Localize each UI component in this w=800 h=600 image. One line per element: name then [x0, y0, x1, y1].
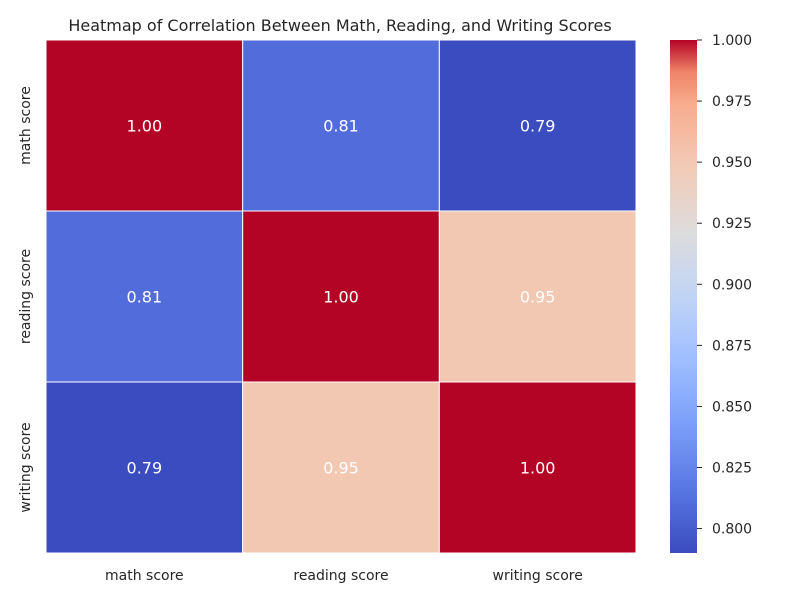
cell-value-label: 0.79: [520, 117, 556, 136]
chart-title: Heatmap of Correlation Between Math, Rea…: [68, 16, 611, 35]
colorbar-tick-label: 0.825: [712, 461, 752, 477]
x-tick-label: reading score: [293, 568, 388, 584]
x-axis-labels: math score reading score writing score: [105, 568, 583, 584]
heatmap-cell: [45, 210, 244, 383]
colorbar-tick-label: 0.925: [712, 216, 752, 232]
colorbar-tick-label: 0.875: [712, 338, 752, 354]
heatmap-cells: 1.00 0.81 0.79 0.81 1.00 0.95 0.79 0.95 1.00: [45, 39, 637, 554]
x-tick-label: math score: [105, 568, 184, 584]
heatmap-cell: [45, 381, 244, 554]
colorbar-tick-label: 0.900: [712, 277, 752, 293]
heatmap-cell: [242, 210, 440, 383]
heatmap-cell: [438, 381, 637, 554]
x-tick-label: writing score: [493, 568, 583, 584]
colorbar-ticks: 0.800 0.825 0.850 0.875 0.900 0.925 0.950 0.975…: [697, 33, 752, 538]
y-tick-label: reading score: [18, 249, 34, 344]
y-tick-label: math score: [18, 86, 34, 165]
y-axis-labels: math score reading score writing score: [18, 86, 34, 512]
cell-value-label: 0.79: [127, 459, 163, 478]
heatmap-cell: [438, 210, 637, 383]
heatmap-cell: [242, 39, 440, 212]
colorbar-tick-label: 0.975: [712, 94, 752, 110]
cell-value-label: 1.00: [520, 459, 556, 478]
colorbar-tick-label: 0.850: [712, 399, 752, 415]
y-tick-label: writing score: [18, 422, 34, 512]
colorbar-tick-label: 0.800: [712, 522, 752, 538]
heatmap-cell: [438, 39, 637, 212]
cell-value-label: 0.95: [323, 459, 359, 478]
cell-value-label: 0.81: [323, 117, 359, 136]
heatmap-cell: [242, 381, 440, 554]
colorbar: [670, 40, 697, 553]
cell-value-label: 1.00: [127, 117, 163, 136]
cell-value-label: 0.81: [127, 288, 163, 307]
heatmap-cell: [45, 39, 244, 212]
cell-value-label: 1.00: [323, 288, 359, 307]
colorbar-tick-label: 0.950: [712, 155, 752, 171]
colorbar-tick-label: 1.000: [712, 33, 752, 49]
cell-value-label: 0.95: [520, 288, 556, 307]
